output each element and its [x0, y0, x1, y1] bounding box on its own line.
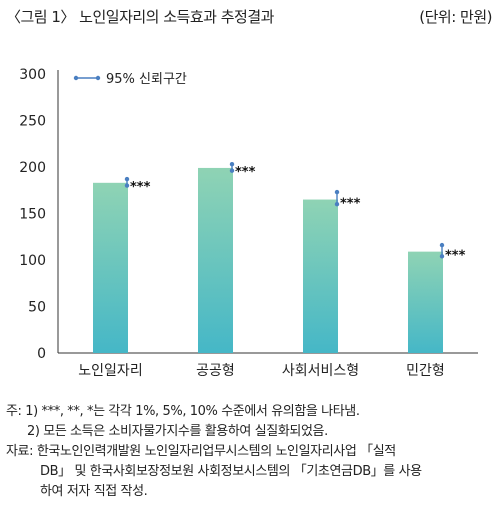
- source-line-1: 자료: 한국노인인력개발원 노인일자리업무시스템의 노인일자리사업 「실적: [6, 444, 396, 459]
- tick-labels: 0 50 100 150 200 250 300 노인일자리 공공형 사회서비스형 민간형: [19, 67, 445, 379]
- legend: 95% 신뢰구간: [73, 72, 187, 87]
- figure-notes: 주: 1) ***, **, *는 각각 1%, 5%, 10% 수준에서 유의…: [6, 402, 496, 502]
- significance-label: ***: [340, 197, 361, 212]
- figure-title: 〈그림 1〉 노인일자리의 소득효과 추정결과: [6, 8, 274, 26]
- significance-labels: *** *** *** ***: [130, 165, 466, 264]
- x-tick-label: 사회서비스형: [282, 363, 359, 379]
- x-tick-label: 노인일자리: [78, 363, 142, 379]
- y-tick-label: 150: [19, 207, 46, 223]
- ci-low-dot: [229, 168, 235, 173]
- y-tick-label: 300: [19, 67, 46, 83]
- ci-high-dot: [334, 189, 340, 195]
- ci-low-dot: [124, 183, 130, 188]
- y-tick-label: 250: [19, 114, 46, 130]
- legend-label: 95% 신뢰구간: [106, 72, 187, 87]
- note-line-1: 주: 1) ***, **, *는 각각 1%, 5%, 10% 수준에서 유의…: [6, 404, 360, 419]
- significance-label: ***: [130, 180, 151, 195]
- bar-chart: *** *** *** *** 0 50 100 150 200 250 300 노인일자리 공공형 사…: [19, 67, 478, 379]
- bars: [93, 167, 443, 353]
- y-tick-label: 100: [19, 253, 46, 269]
- significance-label: ***: [235, 165, 256, 180]
- figure-unit: (단위: 만원): [419, 8, 492, 26]
- ci-high-dot: [439, 242, 445, 248]
- ci-high-dot: [124, 176, 130, 182]
- y-tick-label: 50: [28, 300, 46, 316]
- bar: [303, 199, 338, 353]
- y-tick-label: 200: [19, 160, 46, 176]
- legend-ci-dot-left: [73, 75, 79, 81]
- ci-high-dot: [229, 162, 235, 167]
- bar: [408, 251, 443, 353]
- source-line-3: 하여 저자 직접 작성.: [40, 484, 148, 499]
- x-tick-label: 민간형: [406, 363, 445, 379]
- source-line-2: DB」 및 한국사회보장정보원 사회정보시스템의 「기초연금DB」를 사용: [40, 464, 422, 479]
- legend-ci-dot-right: [95, 75, 101, 81]
- note-line-2: 2) 모든 소득은 소비자물가지수를 활용하여 실질화되었음.: [27, 424, 328, 439]
- ci-low-dot: [334, 202, 340, 207]
- confidence-intervals: [124, 162, 445, 259]
- figure-header: 〈그림 1〉 노인일자리의 소득효과 추정결과 (단위: 만원): [6, 6, 494, 32]
- significance-label: ***: [445, 249, 466, 264]
- bar: [93, 182, 128, 353]
- x-tick-label: 공공형: [196, 363, 235, 379]
- y-tick-label: 0: [37, 346, 46, 362]
- ci-low-dot: [439, 254, 445, 259]
- bar: [198, 167, 233, 353]
